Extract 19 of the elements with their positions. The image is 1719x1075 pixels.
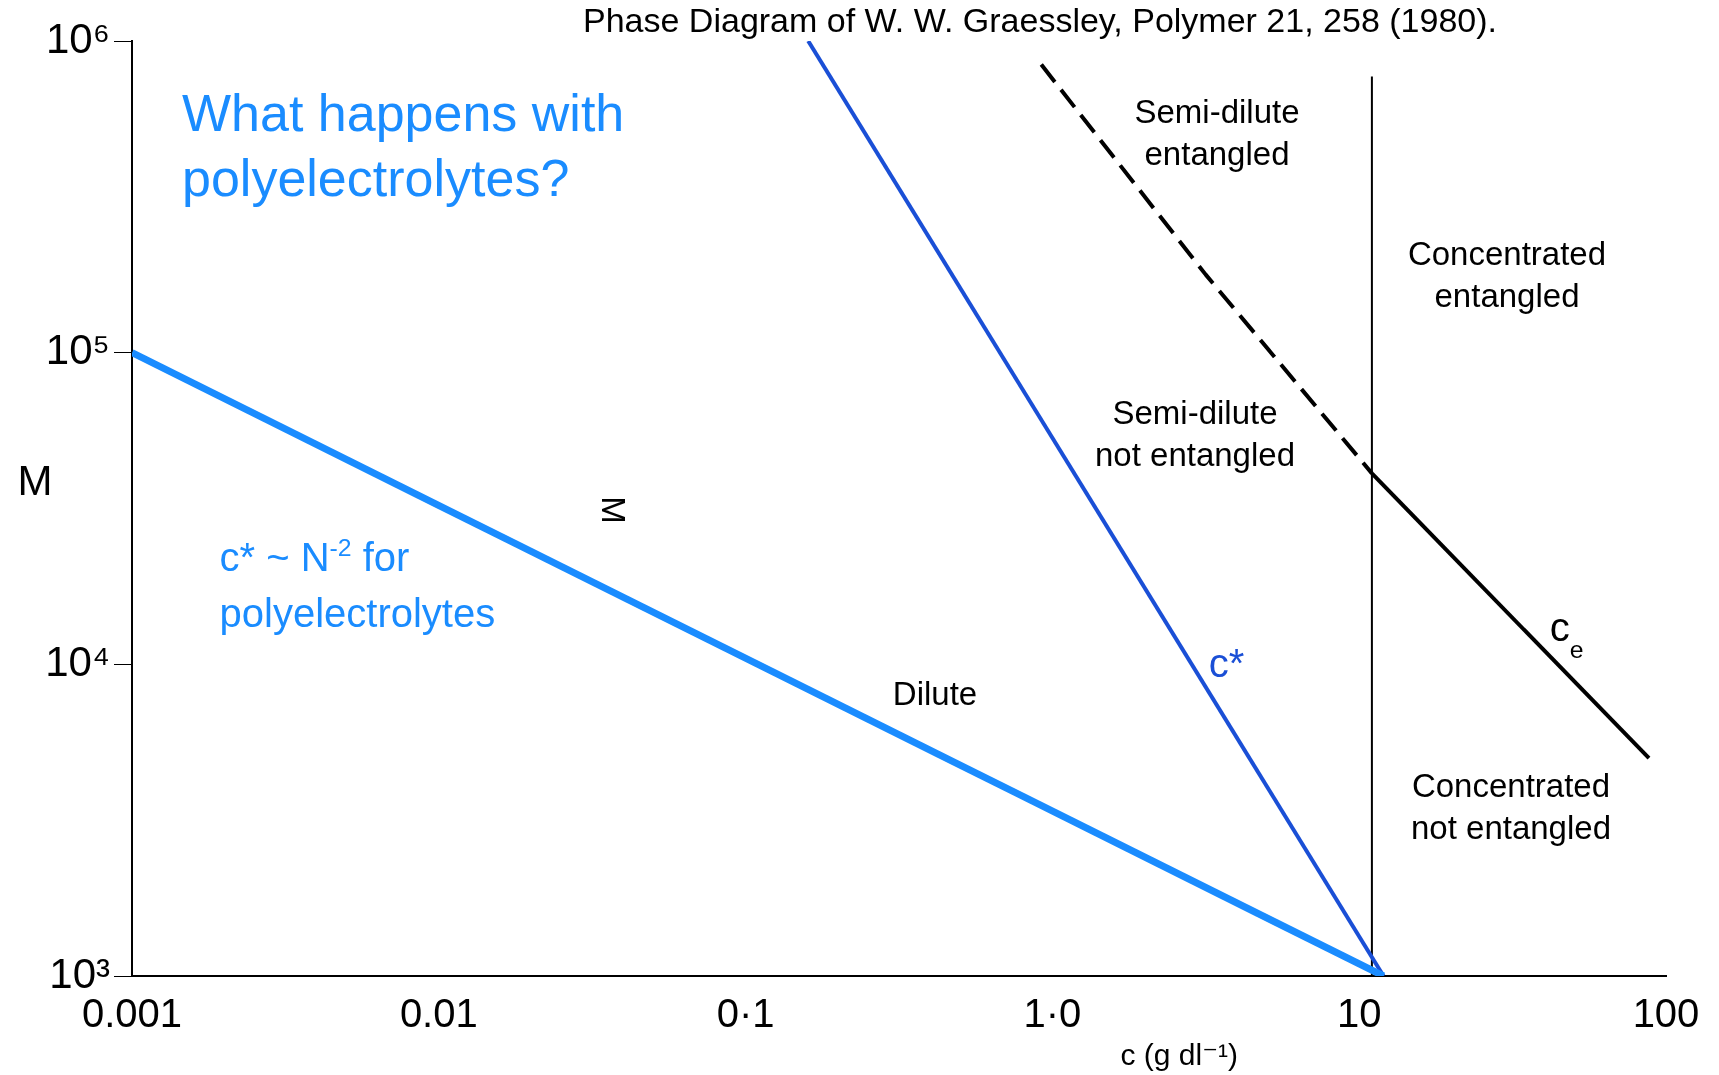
y-tick-label: 10⁵ xyxy=(45,326,110,374)
chart-subtitle: Phase Diagram of W. W. Graessley, Polymer 21, 258 (1980). xyxy=(583,1,1497,39)
y-tick-label: 10⁶ xyxy=(45,14,110,62)
annotation: Semi-dilute not entangled xyxy=(1094,394,1296,473)
x-tick-label: 0.01 xyxy=(399,991,478,1036)
x-tick-label: 0·1 xyxy=(716,991,775,1036)
series-label: c* xyxy=(1208,641,1245,686)
annotation: Concentrated entangled xyxy=(1407,235,1607,314)
x-tick-label: 100 xyxy=(1632,991,1700,1036)
y-axis-title: M xyxy=(17,457,53,504)
x-tick-label: 10 xyxy=(1336,991,1382,1036)
y-tick-label: 10⁴ xyxy=(45,637,110,685)
x-axis-title: c (g dl⁻¹) xyxy=(1120,1038,1238,1071)
annotation: Concentrated not entangled xyxy=(1410,767,1612,846)
annotation: Semi-dilute entangled xyxy=(1134,93,1300,172)
annotation: Dilute xyxy=(892,675,978,712)
x-tick-label: 1·0 xyxy=(1023,991,1082,1036)
text: What happens with polyelectrolytes? xyxy=(182,84,625,207)
annotation: M xyxy=(595,496,632,524)
